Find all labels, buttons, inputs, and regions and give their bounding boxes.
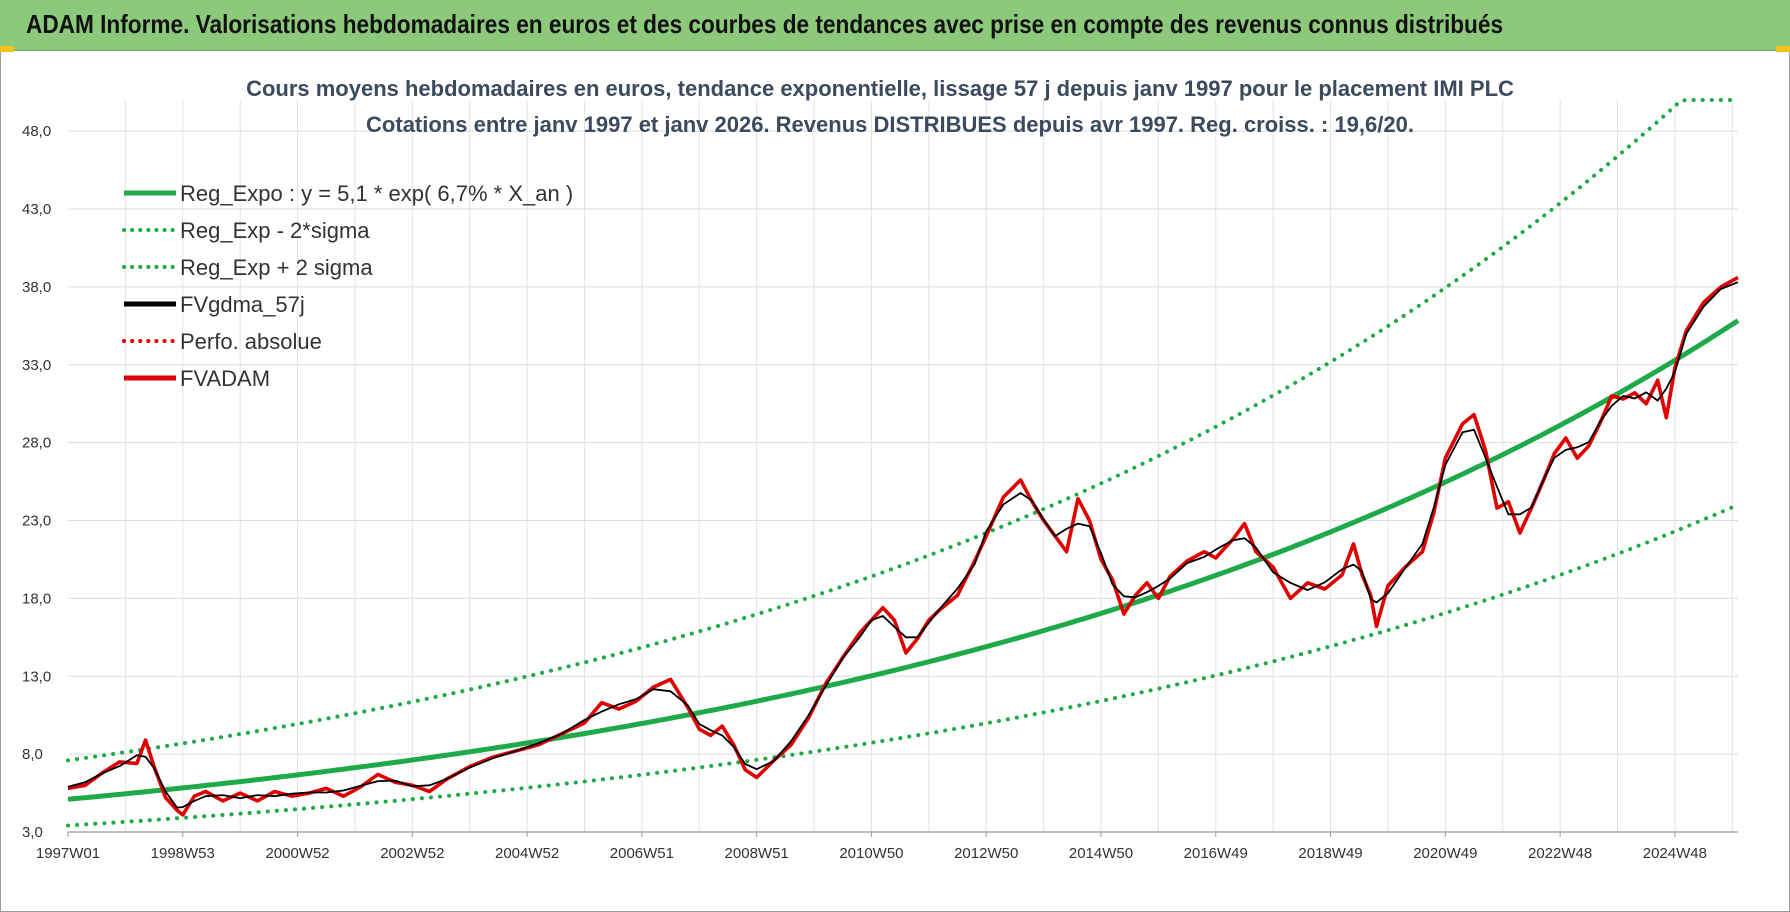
y-tick-label: 28,0: [22, 435, 51, 452]
x-tick-label: 2008W51: [725, 845, 789, 862]
y-tick-label: 48,0: [22, 123, 51, 140]
page-title: ADAM Informe. Valorisations hebdomadaire…: [26, 9, 1504, 39]
y-tick-label: 3,0: [22, 824, 43, 841]
chart-grid: [68, 100, 1738, 832]
chart-legend: Reg_Expo : y = 5,1 * exp( 6,7% * X_an ) R…: [122, 181, 573, 391]
x-tick-label: 1998W53: [151, 845, 215, 862]
y-tick-label: 23,0: [22, 513, 51, 530]
chart-axes: 3,0 8,0 13,0 18,0 23,0 28,0 33,0 38,0 43,0 48,0 19…: [22, 123, 1738, 862]
x-tick-label: 2000W52: [265, 845, 329, 862]
x-tick-label: 2018W49: [1298, 845, 1362, 862]
x-tick-label: 2010W50: [839, 845, 903, 862]
series-reg-band-line: [66, 98, 1740, 763]
y-tick-label: 43,0: [22, 201, 51, 218]
y-tick-label: 8,0: [22, 746, 43, 763]
legend-label: Reg_Exp - 2*sigma: [180, 218, 370, 243]
y-tick-label: 13,0: [22, 668, 51, 685]
x-tick-label: 2004W52: [495, 845, 559, 862]
series-reg-expo-line: [67, 318, 1740, 802]
x-tick-label: 1997W01: [36, 845, 100, 862]
x-tick-label: 2012W50: [954, 845, 1018, 862]
chart-title-line-1: Cours moyens hebdomadaires en euros, ten…: [246, 76, 1514, 101]
series-fvgdma-line: [67, 281, 1739, 809]
x-tick-label: 2016W49: [1184, 845, 1248, 862]
legend-label: Reg_Exp + 2 sigma: [180, 255, 373, 280]
x-tick-label: 2022W48: [1528, 845, 1592, 862]
legend-label: FVADAM: [180, 366, 270, 391]
y-tick-label: 38,0: [22, 279, 51, 296]
header-banner: ADAM Informe. Valorisations hebdomadaire…: [0, 0, 1790, 51]
x-tick-label: 2014W50: [1069, 845, 1133, 862]
series-fvadam-line: [67, 275, 1739, 817]
x-tick-label: 2024W48: [1643, 845, 1707, 862]
x-tick-label: 2002W52: [380, 845, 444, 862]
chart-series: [66, 98, 1740, 828]
legend-label: Reg_Expo : y = 5,1 * exp( 6,7% * X_an ): [180, 181, 573, 206]
y-tick-label: 33,0: [22, 357, 51, 374]
series-reg-band-line: [66, 502, 1740, 828]
corner-marker-right: [1776, 46, 1790, 52]
legend-label: Perfo. absolue: [180, 329, 322, 354]
chart-title-line-2: Cotations entre janv 1997 et janv 2026. …: [366, 112, 1414, 137]
x-tick-label: 2006W51: [610, 845, 674, 862]
corner-marker-left: [0, 46, 14, 52]
x-tick-label: 2020W49: [1413, 845, 1477, 862]
legend-label: FVgdma_57j: [180, 292, 305, 317]
y-tick-label: 18,0: [22, 590, 51, 607]
